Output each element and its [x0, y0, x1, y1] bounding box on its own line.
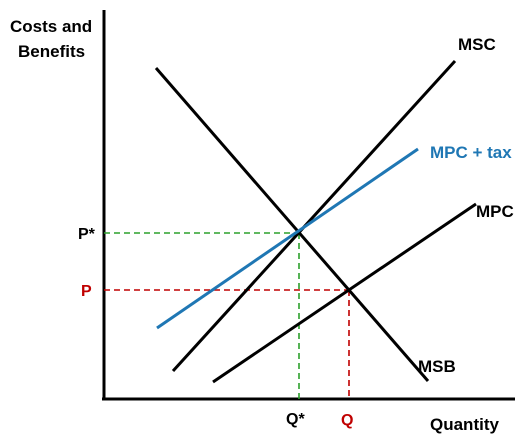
mpc-label: MPC: [476, 202, 514, 221]
y-axis-label-line2: Benefits: [18, 42, 85, 61]
mpc-curve: [212, 202, 477, 384]
q-label: Q: [341, 412, 353, 429]
q-star-label: Q*: [286, 411, 305, 428]
x-axis-label: Quantity: [430, 415, 499, 434]
p-star-label: P*: [78, 226, 96, 243]
mpc-tax-label: MPC + tax: [430, 143, 512, 162]
msb-label: MSB: [418, 357, 456, 376]
msc-label: MSC: [458, 35, 496, 54]
msc-curve: [171, 59, 457, 373]
msb-curve: [154, 67, 430, 382]
p-label: P: [81, 283, 92, 300]
mpc-tax-curve: [156, 147, 419, 330]
y-axis-label-line1: Costs and: [10, 17, 92, 36]
